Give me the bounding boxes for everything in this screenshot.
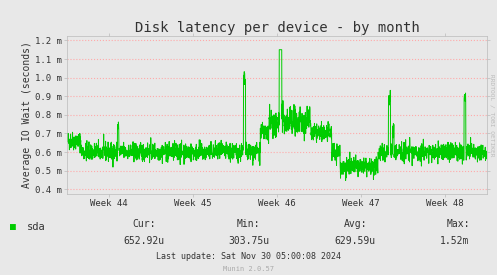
- Text: Munin 2.0.57: Munin 2.0.57: [223, 266, 274, 272]
- Text: 1.52m: 1.52m: [440, 236, 470, 246]
- Text: ■: ■: [10, 222, 16, 232]
- Text: RRDTOOL / TOBI OETIKER: RRDTOOL / TOBI OETIKER: [490, 74, 495, 157]
- Y-axis label: Average IO Wait (seconds): Average IO Wait (seconds): [22, 41, 32, 188]
- Text: 629.59u: 629.59u: [335, 236, 376, 246]
- Text: sda: sda: [27, 222, 46, 232]
- Text: Cur:: Cur:: [132, 219, 156, 229]
- Text: Min:: Min:: [237, 219, 260, 229]
- Text: Max:: Max:: [446, 219, 470, 229]
- Text: 652.92u: 652.92u: [124, 236, 165, 246]
- Text: Last update: Sat Nov 30 05:00:08 2024: Last update: Sat Nov 30 05:00:08 2024: [156, 252, 341, 261]
- Text: 303.75u: 303.75u: [228, 236, 269, 246]
- Title: Disk latency per device - by month: Disk latency per device - by month: [135, 21, 419, 35]
- Text: Avg:: Avg:: [343, 219, 367, 229]
